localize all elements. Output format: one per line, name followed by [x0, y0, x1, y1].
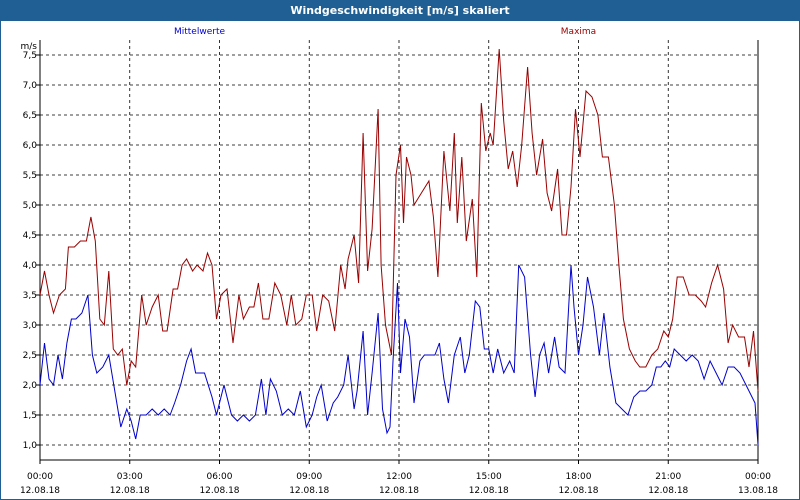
- series-line-mittelwerte: [39, 264, 759, 446]
- y-tick-label: 2,0: [23, 381, 38, 391]
- y-tick-label: 4,0: [23, 261, 38, 271]
- legend-maxima: Maxima: [561, 27, 596, 37]
- x-tick-date: 12.08.18: [648, 486, 688, 496]
- chart-labels: 1,0 1,5 2,0 2,5 3,0 3,5 4,0 4,5 5,0 5,5 6,0 6,5 7,0 7…: [20, 27, 778, 496]
- legend-mittelwerte: Mittelwerte: [174, 27, 225, 37]
- y-tick-label: 7,0: [23, 81, 38, 91]
- chart-grid: [40, 40, 758, 460]
- y-tick-label: 6,0: [23, 141, 38, 151]
- y-tick-label: 7,5: [23, 51, 37, 61]
- y-tick-label: 2,5: [23, 351, 37, 361]
- series-line-maxima: [39, 48, 759, 392]
- y-tick-label: 5,0: [23, 201, 38, 211]
- x-tick-time: 09:00: [296, 472, 322, 482]
- x-tick-time: 15:00: [476, 472, 502, 482]
- y-tick-label: 3,0: [23, 321, 38, 331]
- x-tick-time: 06:00: [207, 472, 233, 482]
- chart-title: Windgeschwindigkeit [m/s] skaliert: [1, 1, 799, 21]
- x-tick-date: 12.08.18: [558, 486, 598, 496]
- y-tick-label: 1,0: [23, 441, 38, 451]
- x-tick-time: 12:00: [386, 472, 412, 482]
- y-tick-label: 6,5: [23, 111, 37, 121]
- x-tick-date: 12.08.18: [110, 486, 150, 496]
- x-tick-date: 12.08.18: [20, 486, 60, 496]
- x-tick-date: 12.08.18: [199, 486, 239, 496]
- chart-axes: [36, 40, 759, 464]
- y-tick-label: 1,5: [23, 411, 37, 421]
- x-tick-date: 12.08.18: [469, 486, 509, 496]
- x-tick-time: 00:00: [745, 472, 771, 482]
- y-tick-label: 4,5: [23, 231, 37, 241]
- x-tick-time: 21:00: [655, 472, 681, 482]
- x-tick-time: 00:00: [27, 472, 53, 482]
- x-tick-time: 18:00: [566, 472, 592, 482]
- y-tick-label: 3,5: [23, 291, 37, 301]
- x-tick-date: 12.08.18: [289, 486, 329, 496]
- x-tick-date: 13.08.18: [738, 486, 778, 496]
- chart-series: [39, 48, 759, 446]
- y-tick-label: 5,5: [23, 171, 37, 181]
- y-axis-unit: m/s: [21, 42, 38, 52]
- x-tick-time: 03:00: [117, 472, 143, 482]
- x-tick-date: 12.08.18: [379, 486, 419, 496]
